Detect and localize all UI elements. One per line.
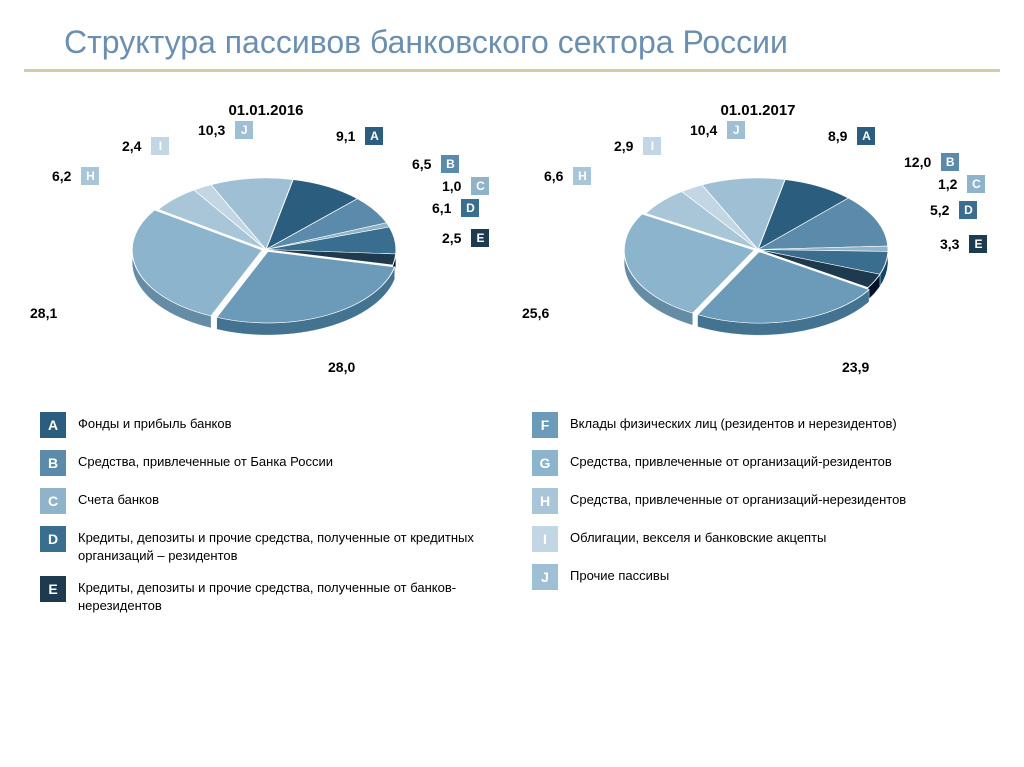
legend-item: E Кредиты, депозиты и прочие средства, по… [40, 576, 492, 614]
legend-letter-icon: E [40, 576, 66, 602]
slice-label: 12,0 B [904, 153, 959, 171]
slice-label: 6,2 H [52, 167, 99, 185]
slice-value: 2,5 [442, 230, 461, 246]
slice-label: 2,4 I [122, 137, 169, 155]
slice-label: 1,0 C [442, 177, 489, 195]
slice-label: 8,9 A [828, 127, 875, 145]
slice-label: 2,5 E [442, 229, 489, 247]
slice-label: 1,2 C [938, 175, 985, 193]
legend-text: Облигации, векселя и банковские акцепты [570, 526, 826, 547]
slice-label: 6,6 H [544, 167, 591, 185]
slice-value: 23,9 [842, 359, 869, 375]
slice-letter-icon: A [857, 127, 875, 145]
legend-text: Средства, привлеченные от организаций-ре… [570, 450, 892, 471]
slice-value: 9,1 [336, 128, 355, 144]
legend-letter-icon: J [532, 564, 558, 590]
legend-row: A Фонды и прибыль банков B Средства, привле… [0, 392, 1024, 614]
legend-letter-icon: A [40, 412, 66, 438]
legend-letter-icon: B [40, 450, 66, 476]
slice-label: 28,1 [30, 305, 57, 321]
legend-item: A Фонды и прибыль банков [40, 412, 492, 438]
legend-letter-icon: H [532, 488, 558, 514]
slice-label: 5,2 D [930, 201, 977, 219]
charts-row: 01.01.2016 9,1A6,5B1,0C6,1D2,5E28,028,16… [0, 102, 1024, 392]
legend-text: Средства, привлеченные от организаций-не… [570, 488, 906, 509]
page-title: Структура пассивов банковского сектора Р… [24, 0, 1000, 72]
legend-letter-icon: I [532, 526, 558, 552]
slice-letter-icon: H [573, 167, 591, 185]
slice-letter-icon: I [643, 137, 661, 155]
legend-column-left: A Фонды и прибыль банков B Средства, привле… [40, 412, 492, 614]
slice-letter-icon: B [441, 155, 459, 173]
slice-letter-icon: I [151, 137, 169, 155]
slice-letter-icon: C [471, 177, 489, 195]
slice-value: 10,4 [690, 122, 717, 138]
legend-item: F Вклады физических лиц (резидентов и нер… [532, 412, 984, 438]
slice-label: 2,9 I [614, 137, 661, 155]
legend-letter-icon: F [532, 412, 558, 438]
slice-value: 6,2 [52, 168, 71, 184]
slice-value: 28,1 [30, 305, 57, 321]
legend-text: Вклады физических лиц (резидентов и нере… [570, 412, 897, 433]
slice-letter-icon: D [959, 201, 977, 219]
legend-text: Кредиты, депозиты и прочие средства, пол… [78, 526, 492, 564]
legend-item: C Счета банков [40, 488, 492, 514]
legend-text: Прочие пассивы [570, 564, 669, 585]
slice-value: 2,4 [122, 138, 141, 154]
legend-item: H Средства, привлеченные от организаций-н… [532, 488, 984, 514]
slice-value: 1,2 [938, 176, 957, 192]
legend-text: Кредиты, депозиты и прочие средства, пол… [78, 576, 492, 614]
slice-value: 6,5 [412, 156, 431, 172]
slice-value: 8,9 [828, 128, 847, 144]
legend-item: G Средства, привлеченные от организаций-р… [532, 450, 984, 476]
legend-text: Средства, привлеченные от Банка России [78, 450, 333, 471]
legend-letter-icon: G [532, 450, 558, 476]
slice-letter-icon: B [941, 153, 959, 171]
legend-item: I Облигации, векселя и банковские акцепты [532, 526, 984, 552]
pie-chart-2017: 01.01.2017 8,9A12,0B1,2C5,2D3,3E23,925,6… [528, 102, 988, 392]
slice-value: 6,6 [544, 168, 563, 184]
legend-item: D Кредиты, депозиты и прочие средства, по… [40, 526, 492, 564]
slice-letter-icon: J [235, 121, 253, 139]
slice-value: 6,1 [432, 200, 451, 216]
chart-date: 01.01.2017 [528, 102, 988, 119]
slice-letter-icon: E [969, 235, 987, 253]
legend-column-right: F Вклады физических лиц (резидентов и нер… [532, 412, 984, 614]
slice-letter-icon: E [471, 229, 489, 247]
slice-value: 25,6 [522, 305, 549, 321]
legend-text: Счета банков [78, 488, 159, 509]
slice-letter-icon: D [461, 199, 479, 217]
legend-item: J Прочие пассивы [532, 564, 984, 590]
chart-date: 01.01.2016 [36, 102, 496, 119]
slice-value: 10,3 [198, 122, 225, 138]
slice-label: 10,4 J [690, 121, 745, 139]
slice-letter-icon: C [967, 175, 985, 193]
legend-letter-icon: D [40, 526, 66, 552]
slice-letter-icon: J [727, 121, 745, 139]
slice-label: 9,1 A [336, 127, 383, 145]
slice-value: 12,0 [904, 154, 931, 170]
slice-label: 6,5 B [412, 155, 459, 173]
slice-label: 10,3 J [198, 121, 253, 139]
slice-value: 28,0 [328, 359, 355, 375]
pie-chart-2016: 01.01.2016 9,1A6,5B1,0C6,1D2,5E28,028,16… [36, 102, 496, 392]
slice-value: 1,0 [442, 178, 461, 194]
slice-label: 3,3 E [940, 235, 987, 253]
slice-letter-icon: A [365, 127, 383, 145]
slice-value: 3,3 [940, 236, 959, 252]
slice-letter-icon: H [81, 167, 99, 185]
slice-label: 28,0 [328, 359, 355, 375]
slice-value: 2,9 [614, 138, 633, 154]
slice-label: 6,1 D [432, 199, 479, 217]
legend-letter-icon: C [40, 488, 66, 514]
slice-label: 23,9 [842, 359, 869, 375]
legend-item: B Средства, привлеченные от Банка России [40, 450, 492, 476]
slice-label: 25,6 [522, 305, 549, 321]
slice-value: 5,2 [930, 202, 949, 218]
legend-text: Фонды и прибыль банков [78, 412, 232, 433]
